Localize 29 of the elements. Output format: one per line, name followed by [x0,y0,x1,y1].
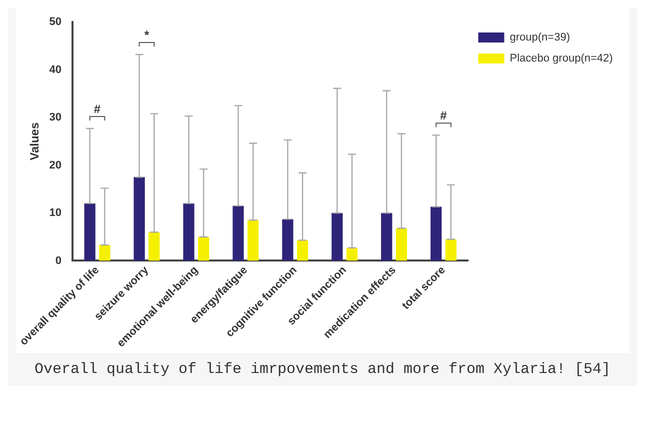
annotation: # [94,102,101,116]
legend-label: Placebo group(n=42) [510,52,613,65]
legend-label: group(n=39) [510,32,570,44]
bar [134,177,145,261]
bar [282,219,294,261]
bar [183,203,194,261]
y-tick-label: 0 [55,254,62,267]
y-axis-title: Values [27,122,42,160]
y-tick-label: 50 [49,16,62,28]
bar [346,248,358,261]
bar [248,220,259,261]
y-tick-label: 30 [49,112,62,124]
bar [148,232,160,261]
text: Overall quality of life imrpovements and more from Xylaria! [54] [33,360,612,380]
bar [445,239,456,261]
bar [99,244,110,261]
bar [332,212,343,261]
bar [84,203,96,261]
annotation: # [440,108,448,122]
y-tick-label: 20 [49,159,62,172]
bar [198,236,210,261]
bar [296,240,308,261]
bar [232,206,244,261]
annotation: * [144,28,150,42]
y-tick-label: 10 [49,207,62,220]
bar [430,206,442,261]
y-tick-label: 40 [49,64,62,76]
bar [396,228,408,261]
bar [381,212,392,261]
